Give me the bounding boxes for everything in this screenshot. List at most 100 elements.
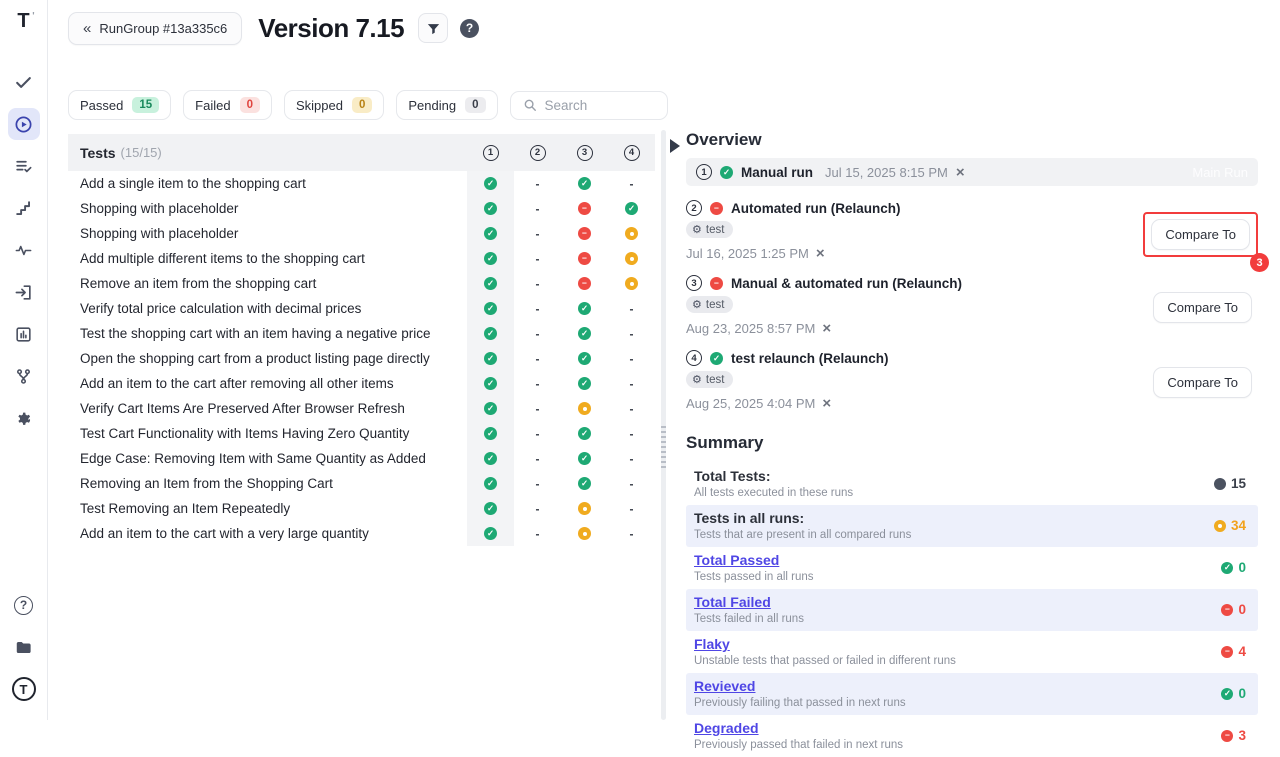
- test-row[interactable]: Open the shopping cart from a product li…: [68, 346, 655, 371]
- test-row[interactable]: Removing an Item from the Shopping Cart …: [68, 471, 655, 496]
- test-status-cell: -: [535, 401, 540, 416]
- run-tag-chip[interactable]: ⚙ test: [686, 221, 734, 238]
- settings-gear-icon[interactable]: [8, 402, 40, 434]
- remove-run-icon[interactable]: ×: [955, 163, 965, 181]
- passed-status-icon: ✓: [625, 202, 638, 215]
- search-input[interactable]: [544, 97, 655, 113]
- test-status-cell: -: [535, 201, 540, 216]
- test-row[interactable]: Shopping with placeholder ✓ - − ✓: [68, 196, 655, 221]
- filter-chip[interactable]: Skipped 0: [284, 90, 385, 120]
- pulse-icon[interactable]: [8, 234, 40, 266]
- passed-status-icon: ✓: [484, 227, 497, 240]
- run-column-header[interactable]: 1: [482, 144, 499, 161]
- test-row[interactable]: Verify Cart Items Are Preserved After Br…: [68, 396, 655, 421]
- summary-status-icon: −: [1221, 729, 1234, 742]
- test-status-cell: ✓: [561, 446, 608, 471]
- skipped-status-icon: [578, 502, 591, 515]
- test-row[interactable]: Verify total price calculation with deci…: [68, 296, 655, 321]
- panel-resizer[interactable]: [661, 130, 666, 720]
- summary-value: 34: [1230, 518, 1246, 533]
- test-row[interactable]: Add a single item to the shopping cart ✓…: [68, 171, 655, 196]
- filter-chip[interactable]: Passed 15: [68, 90, 172, 120]
- test-name: Edge Case: Removing Item with Same Quant…: [80, 451, 426, 466]
- summary-title[interactable]: Flaky: [694, 636, 730, 652]
- summary-title[interactable]: Total Failed: [694, 594, 771, 610]
- test-row[interactable]: Edge Case: Removing Item with Same Quant…: [68, 446, 655, 471]
- compare-to-button[interactable]: Compare To: [1151, 219, 1250, 250]
- passed-status-icon: ✓: [578, 427, 591, 440]
- summary-title[interactable]: Revieved: [694, 678, 756, 694]
- passed-status-icon: ✓: [484, 452, 497, 465]
- test-status-cell: ✓: [467, 346, 514, 371]
- checklist-icon[interactable]: [8, 150, 40, 182]
- summary-title[interactable]: Total Passed: [694, 552, 780, 568]
- help-circle-icon[interactable]: ?: [8, 589, 40, 621]
- test-row[interactable]: Test Cart Functionality with Items Havin…: [68, 421, 655, 446]
- filter-button[interactable]: [418, 13, 449, 43]
- tests-table-title: Tests: [80, 144, 116, 161]
- steps-icon[interactable]: [8, 192, 40, 224]
- test-status-cell: -: [535, 501, 540, 516]
- run-tag-chip[interactable]: ⚙ test: [686, 296, 734, 313]
- test-status-cell: -: [535, 326, 540, 341]
- skipped-status-icon: [625, 252, 638, 265]
- summary-value: 4: [1238, 644, 1246, 659]
- test-row[interactable]: Add an item to the cart after removing a…: [68, 371, 655, 396]
- test-status-cell: ✓: [467, 371, 514, 396]
- test-status-cell: -: [629, 426, 634, 441]
- brand-badge-icon[interactable]: T: [8, 673, 40, 705]
- test-row[interactable]: Shopping with placeholder ✓ - −: [68, 221, 655, 246]
- check-icon[interactable]: [8, 66, 40, 98]
- test-row[interactable]: Test Removing an Item Repeatedly ✓ - -: [68, 496, 655, 521]
- remove-run-icon[interactable]: ×: [822, 395, 832, 412]
- compare-to-button[interactable]: Compare To: [1153, 292, 1252, 323]
- run-status-icon: ✓: [710, 351, 723, 365]
- test-status-cell: [608, 246, 655, 271]
- run-number-badge: 2: [686, 200, 702, 216]
- compare-to-button[interactable]: Compare To: [1153, 367, 1252, 398]
- search-box[interactable]: [509, 90, 668, 120]
- test-status-cell: [608, 271, 655, 296]
- test-row[interactable]: Remove an item from the shopping cart ✓ -…: [68, 271, 655, 296]
- passed-status-icon: ✓: [484, 327, 497, 340]
- main-run-row[interactable]: 1 ✓ Manual run Jul 15, 2025 8:15 PM × Ma…: [686, 158, 1258, 186]
- run-item[interactable]: 4 ✓ test relaunch (Relaunch) ⚙ test Aug 2…: [686, 350, 1258, 411]
- failed-status-icon: −: [578, 252, 591, 265]
- runs-play-icon[interactable]: [7, 108, 40, 140]
- branch-icon[interactable]: [8, 360, 40, 392]
- run-title: test relaunch (Relaunch): [731, 350, 889, 366]
- analytics-icon[interactable]: [8, 318, 40, 350]
- run-tag-chip[interactable]: ⚙ test: [686, 371, 734, 388]
- run-column-header[interactable]: 4: [623, 144, 640, 161]
- run-item[interactable]: 2 − Automated run (Relaunch) ⚙ test Jul 1…: [686, 200, 1269, 272]
- test-row[interactable]: Add multiple different items to the shop…: [68, 246, 655, 271]
- test-status-cell: -: [629, 451, 634, 466]
- run-column-header[interactable]: 2: [529, 144, 546, 161]
- run-date: Jul 16, 2025 1:25 PM: [686, 246, 809, 261]
- summary-title[interactable]: Degraded: [694, 720, 759, 736]
- import-icon[interactable]: [8, 276, 40, 308]
- test-status-cell: ✓: [561, 371, 608, 396]
- app-logo: T ': [17, 10, 35, 32]
- test-status-cell: -: [535, 301, 540, 316]
- test-row[interactable]: Test the shopping cart with an item havi…: [68, 321, 655, 346]
- test-status-cell: ✓: [561, 296, 608, 321]
- skipped-status-icon: [578, 402, 591, 415]
- remove-run-icon[interactable]: ×: [822, 320, 832, 337]
- test-status-cell: -: [535, 226, 540, 241]
- filter-chip[interactable]: Pending 0: [396, 90, 498, 120]
- test-status-cell: −: [561, 271, 608, 296]
- passed-status-icon: ✓: [720, 165, 733, 179]
- filter-chip[interactable]: Failed 0: [183, 90, 272, 120]
- remove-run-icon[interactable]: ×: [815, 245, 825, 262]
- back-label: RunGroup #13a335c6: [99, 20, 228, 36]
- help-icon[interactable]: ?: [460, 18, 480, 38]
- collapse-panel-arrow-icon[interactable]: [670, 139, 680, 153]
- docs-folder-icon[interactable]: [8, 631, 40, 663]
- test-row[interactable]: Add an item to the cart with a very larg…: [68, 521, 655, 546]
- run-item[interactable]: 3 − Manual & automated run (Relaunch) ⚙ t…: [686, 275, 1258, 336]
- annotation-badge: 3: [1250, 253, 1269, 272]
- test-status-cell: ✓: [467, 471, 514, 496]
- run-column-header[interactable]: 3: [576, 144, 593, 161]
- back-to-rungroup-button[interactable]: « RunGroup #13a335c6: [68, 11, 243, 45]
